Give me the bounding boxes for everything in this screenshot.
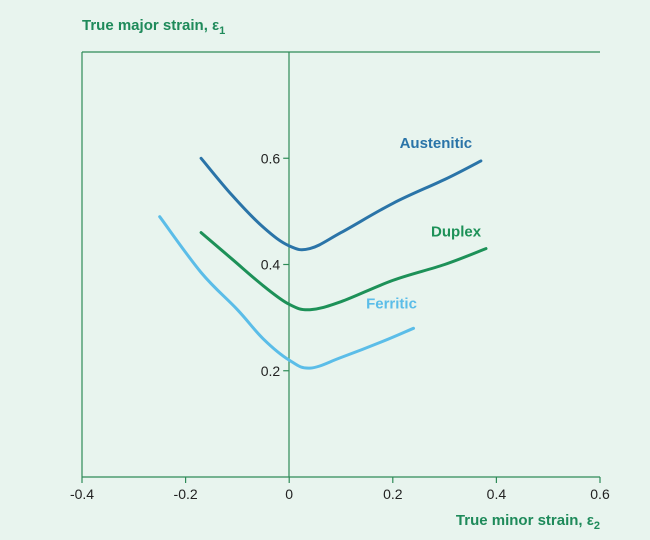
x-tick-label: -0.2 <box>174 486 198 502</box>
y-tick-label: 0.2 <box>261 363 281 379</box>
x-tick-label: 0.6 <box>590 486 610 502</box>
y-axis-title-main: True major strain, ε <box>82 17 219 34</box>
series-labels: Austenitic Duplex Ferritic <box>366 135 482 312</box>
series-label-ferritic: Ferritic <box>366 295 417 312</box>
series-line-austenitic <box>199 156 483 252</box>
series-lines <box>158 156 488 370</box>
series-label-austenitic: Austenitic <box>400 135 473 152</box>
y-axis-title: True major strain, ε1 <box>82 17 225 37</box>
x-tick-label: 0 <box>285 486 293 502</box>
y-ticks: 0.2 0.4 0.6 <box>261 150 290 379</box>
x-tick-label: -0.4 <box>70 486 94 502</box>
y-tick-label: 0.6 <box>261 150 281 166</box>
x-axis-title-subscript: 2 <box>594 520 600 532</box>
y-axis-title-subscript: 1 <box>219 25 225 37</box>
x-ticks: -0.4 -0.2 0 0.2 0.4 0.6 <box>70 477 610 502</box>
series-label-duplex: Duplex <box>431 224 482 241</box>
x-axis-title-main: True minor strain, ε <box>456 512 594 529</box>
x-tick-label: 0.2 <box>383 486 403 502</box>
x-axis-title: True minor strain, ε2 <box>456 512 600 532</box>
series-line-ferritic <box>158 215 415 370</box>
x-tick-label: 0.4 <box>487 486 507 502</box>
y-tick-label: 0.4 <box>261 257 281 273</box>
series-line-duplex <box>199 231 488 312</box>
